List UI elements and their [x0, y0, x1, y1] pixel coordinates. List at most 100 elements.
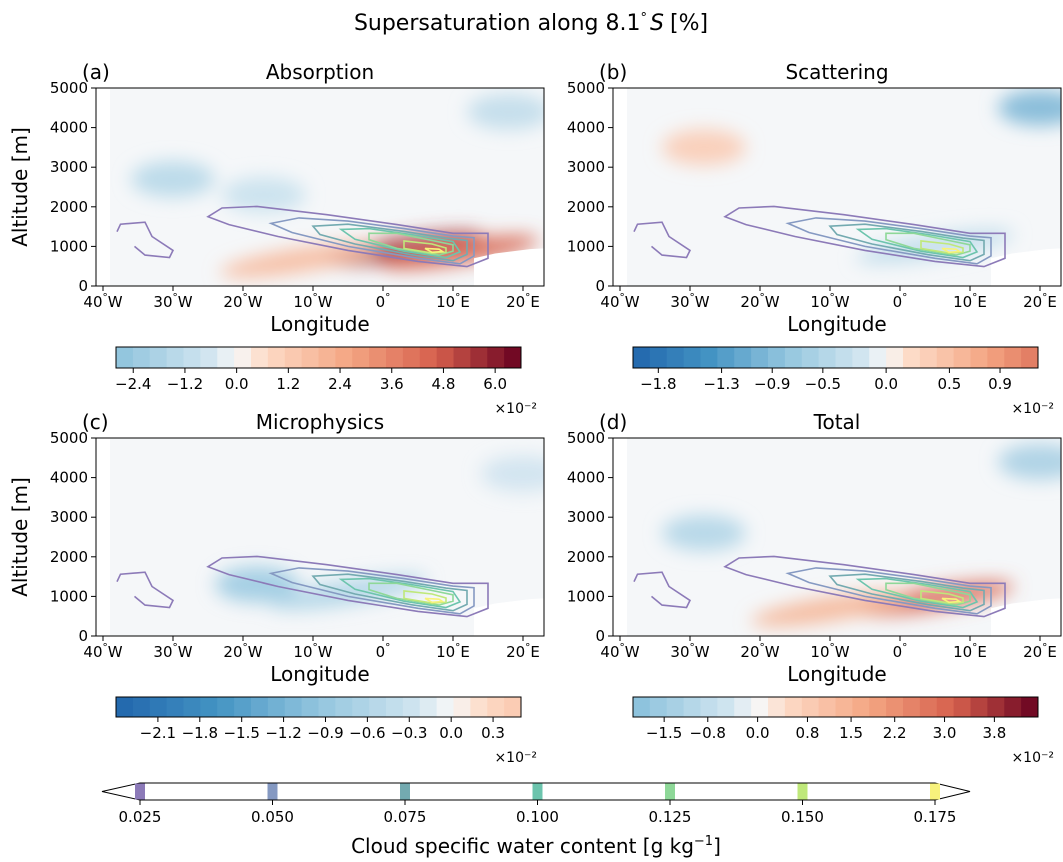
colorbar-segment	[453, 697, 471, 717]
heatmap-field	[110, 438, 544, 636]
colorbar-segment	[717, 697, 735, 717]
colorbar-segment	[1004, 347, 1022, 368]
panel-label: (b)	[599, 60, 627, 84]
colorbar-segment	[200, 697, 218, 717]
colorbar-segment	[970, 347, 988, 368]
axes-frame	[95, 437, 545, 637]
x-tick-label: 40°W	[600, 292, 639, 311]
x-axis-label: Longitude	[787, 312, 886, 336]
contour-level-5	[403, 590, 447, 604]
colorbar-segment	[419, 347, 438, 368]
contour-level-1	[785, 217, 992, 265]
x-tick-label: 20°E	[1023, 642, 1057, 661]
colorbar-segment	[717, 347, 735, 368]
colorbar-segment	[352, 347, 370, 368]
colorbar-segment	[734, 347, 752, 368]
x-tick-label: 40°W	[83, 642, 122, 661]
colorbar-segment	[234, 697, 252, 717]
colorbar-segment	[166, 697, 184, 717]
colorbar-segment	[633, 697, 651, 717]
colorbar-tick-label: −1.2	[265, 724, 301, 742]
colorbar-segment	[953, 347, 971, 368]
colorbar-segment	[886, 347, 904, 368]
colorbar-segment	[183, 347, 201, 368]
colorbar-segment	[818, 347, 836, 368]
colorbar-tick-label: 0.3	[481, 724, 505, 742]
colorbar-tick-label: −1.5	[223, 724, 259, 742]
contour-level-3	[338, 227, 462, 259]
contour-level-5	[920, 590, 964, 604]
contour-level-1	[785, 567, 992, 615]
heatmap-feature	[481, 455, 544, 492]
contour-patch	[633, 571, 692, 609]
colorbar-d: −1.5 −0.8 0.0 0.8 1.5 2.2 3.0 3.8 ×10⁻²	[632, 696, 1054, 766]
heatmap-feature	[131, 161, 215, 198]
colorbar-tick-label: −0.6	[349, 724, 385, 742]
y-tick-label: 0	[595, 277, 605, 295]
heatmap-feature	[219, 243, 379, 278]
heatmap-feature	[467, 93, 544, 130]
contour-level-2	[311, 573, 468, 612]
contour-colorbar-tick-label: 0.175	[914, 808, 957, 826]
colorbar-multiplier: ×10⁻²	[494, 401, 537, 417]
colorbar-segment	[953, 697, 971, 717]
contour-level-6	[941, 247, 962, 254]
colorbar-segment	[183, 697, 201, 717]
colorbar-tick-label: 0.0	[746, 724, 770, 742]
contour-level-3	[855, 227, 979, 259]
colorbar-segment	[886, 697, 904, 717]
axes-frame	[612, 437, 1062, 637]
panel-c: 40°W 30°W 20°W 10°W 0° 10°E 20°E 0 1000 2000 3000 4…	[8, 410, 545, 686]
colorbar-segment	[903, 697, 921, 717]
colorbar-segment	[149, 347, 168, 368]
colorbar-tick-label: −0.8	[690, 724, 726, 742]
y-tick-label: 4000	[567, 119, 605, 137]
colorbar-a: −2.4 −1.2 0.0 1.2 2.4 3.6 4.8 6.0 ×10⁻²	[115, 346, 537, 417]
contour-level-2	[828, 223, 985, 262]
colorbar-segment	[149, 697, 168, 717]
contour-colorbar-tick-label: 0.075	[384, 808, 427, 826]
heatmap-feature	[222, 176, 306, 213]
y-tick-label: 3000	[50, 158, 88, 176]
x-tick-label: 10°E	[953, 292, 987, 311]
colorbar-tick-label: 0.0	[225, 375, 249, 393]
colorbar-segment	[116, 347, 134, 368]
colorbar-segment	[217, 697, 235, 717]
contour-level-swatch	[797, 783, 808, 800]
colorbar-segment	[852, 697, 870, 717]
colorbar-segment	[666, 347, 685, 368]
colorbar-segment	[386, 347, 404, 368]
colorbar-segment	[251, 697, 269, 717]
colorbar-segment	[734, 697, 752, 717]
surface-mask	[991, 598, 1061, 636]
colorbar-segment	[970, 697, 988, 717]
colorbar-segment	[987, 347, 1005, 368]
contour-level-6	[424, 247, 445, 254]
colorbar-tick-label: 1.5	[839, 724, 863, 742]
panel-title: Scattering	[785, 60, 888, 84]
colorbar-segment	[402, 347, 421, 368]
y-axis-label: Altitude [m]	[8, 127, 32, 247]
colorbar-segment	[234, 347, 252, 368]
heatmap-feature	[998, 443, 1061, 480]
colorbar-frame	[115, 696, 522, 718]
colorbar-segment	[869, 347, 887, 368]
panel-title: Total	[813, 410, 861, 434]
y-tick-label: 0	[78, 277, 88, 295]
y-tick-label: 5000	[50, 79, 88, 97]
colorbar-tick-label: 0.8	[796, 724, 820, 742]
surface-mask	[474, 248, 544, 286]
colorbar-tick-label: −0.3	[391, 724, 427, 742]
heatmap-field	[110, 88, 544, 286]
contour-level-3	[338, 577, 462, 609]
y-tick-label: 2000	[50, 548, 88, 566]
colorbar-segment	[818, 697, 836, 717]
y-tick-label: 4000	[567, 469, 605, 487]
contour-level-swatch	[532, 783, 543, 800]
contour-level-0	[723, 555, 1006, 618]
colorbar-segment	[768, 697, 786, 717]
colorbar-segment	[683, 347, 701, 368]
heatmap-feature	[662, 129, 746, 166]
contour-colorbar: 0.025 0.050 0.075 0.100 0.125 0.150 0.175 Cloud…	[101, 782, 971, 858]
colorbar-tick-label: 2.4	[328, 375, 352, 393]
